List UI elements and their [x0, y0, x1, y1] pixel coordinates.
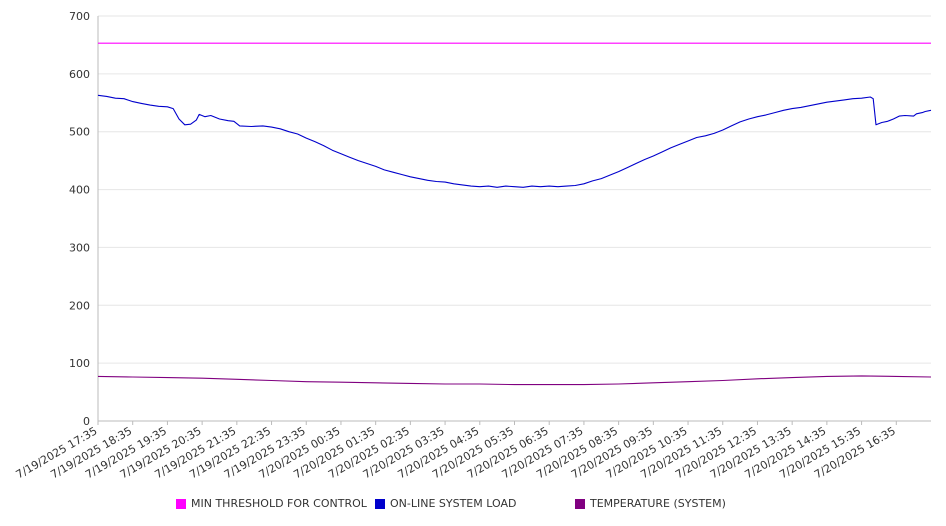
y-tick-label-0: 0 — [83, 415, 90, 428]
y-tick-label-400: 400 — [69, 184, 90, 197]
y-axis-tick-labels: 0 100 200 300 400 500 600 700 — [69, 10, 90, 428]
y-tick-label-600: 600 — [69, 68, 90, 81]
y-tick-label-500: 500 — [69, 126, 90, 139]
legend: MIN THRESHOLD FOR CONTROL ON-LINE SYSTEM… — [0, 497, 946, 517]
y-tick-label-300: 300 — [69, 241, 90, 254]
gridlines — [98, 15, 931, 364]
x-axis-tick-labels: 7/19/2025 17:357/19/2025 18:357/19/2025 … — [14, 421, 898, 481]
series-line-system-load — [97, 94, 932, 188]
legend-item-temperature[interactable]: TEMPERATURE (SYSTEM) — [575, 497, 726, 510]
legend-swatch-min-threshold — [176, 498, 186, 509]
legend-swatch-system-load — [375, 498, 385, 509]
legend-label-min-threshold: MIN THRESHOLD FOR CONTROL — [191, 497, 367, 510]
y-tick-label-200: 200 — [69, 299, 90, 312]
legend-label-system-load: ON-LINE SYSTEM LOAD — [390, 497, 517, 510]
legend-swatch-temperature — [575, 498, 585, 509]
legend-item-min-threshold[interactable]: MIN THRESHOLD FOR CONTROL — [176, 497, 367, 510]
series-line-temperature — [97, 375, 932, 386]
y-tick-label-700: 700 — [69, 10, 90, 23]
series-lines — [97, 42, 932, 386]
axes — [97, 16, 931, 422]
legend-item-system-load[interactable]: ON-LINE SYSTEM LOAD — [375, 497, 516, 510]
y-tick-label-100: 100 — [69, 357, 90, 370]
legend-label-temperature: TEMPERATURE (SYSTEM) — [590, 497, 726, 510]
